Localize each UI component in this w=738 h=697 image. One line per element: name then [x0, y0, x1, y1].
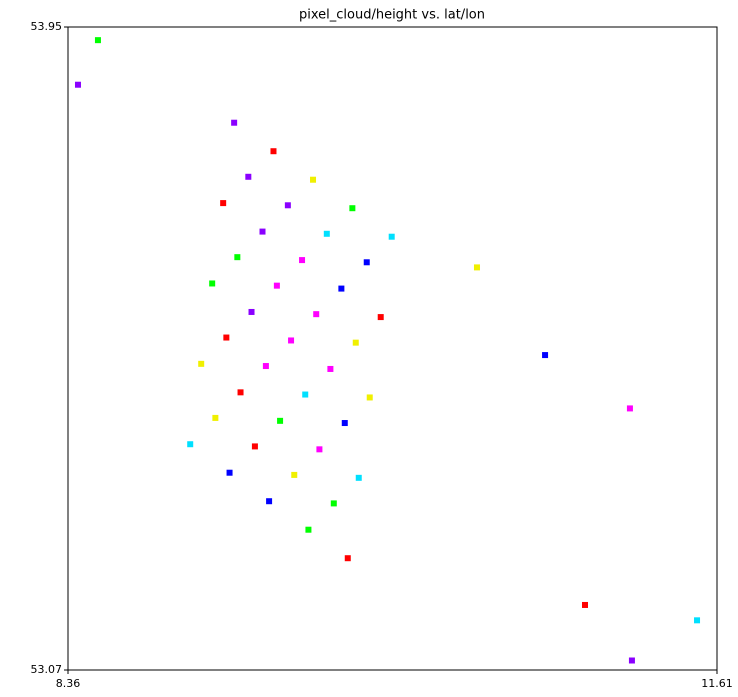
- point: [231, 120, 237, 126]
- point: [212, 415, 218, 421]
- point: [299, 257, 305, 263]
- point: [227, 470, 233, 476]
- point: [474, 264, 480, 270]
- point: [331, 500, 337, 506]
- point: [95, 37, 101, 43]
- point: [342, 420, 348, 426]
- point: [542, 352, 548, 358]
- point: [187, 441, 193, 447]
- point: [288, 337, 294, 343]
- point: [305, 527, 311, 533]
- point: [389, 234, 395, 240]
- point: [356, 475, 362, 481]
- point: [349, 205, 355, 211]
- point: [338, 286, 344, 292]
- x-tick-label: 11.61: [701, 677, 733, 690]
- point: [302, 392, 308, 398]
- x-tick-label: 8.36: [56, 677, 81, 690]
- point: [75, 82, 81, 88]
- point: [266, 498, 272, 504]
- point: [234, 254, 240, 260]
- point: [345, 555, 351, 561]
- point: [353, 340, 359, 346]
- plot-frame: [68, 27, 717, 670]
- point: [629, 658, 635, 664]
- point: [245, 174, 251, 180]
- chart: pixel_cloud/height vs. lat/lon 8.36 11.61…: [0, 0, 738, 693]
- point: [310, 177, 316, 183]
- point: [220, 200, 226, 206]
- point: [238, 389, 244, 395]
- point: [249, 309, 255, 315]
- point: [364, 259, 370, 265]
- point: [313, 311, 319, 317]
- point: [285, 202, 291, 208]
- point: [223, 335, 229, 341]
- y-tick-label: 53.95: [31, 20, 63, 33]
- point: [316, 446, 322, 452]
- point: [263, 363, 269, 369]
- point: [277, 418, 283, 424]
- point: [327, 366, 333, 372]
- point: [270, 148, 276, 154]
- point: [209, 280, 215, 286]
- y-tick-label: 53.07: [31, 663, 63, 676]
- point: [260, 229, 266, 235]
- point: [324, 231, 330, 237]
- point: [291, 472, 297, 478]
- point: [378, 314, 384, 320]
- point: [627, 405, 633, 411]
- chart-title: pixel_cloud/height vs. lat/lon: [299, 8, 485, 23]
- point: [252, 443, 258, 449]
- point: [367, 394, 373, 400]
- point: [694, 617, 700, 623]
- point: [198, 361, 204, 367]
- point: [582, 602, 588, 608]
- point: [274, 283, 280, 289]
